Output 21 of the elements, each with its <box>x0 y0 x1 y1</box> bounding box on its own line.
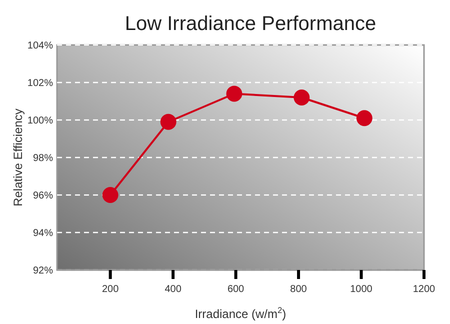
y-axis-title: Relative Efficiency <box>11 108 25 206</box>
y-tick-label: 102% <box>27 78 54 89</box>
point <box>294 90 310 106</box>
x-tick-label: 200 <box>102 284 120 295</box>
y-tick-label: 104% <box>27 40 54 52</box>
y-tick-label: 100% <box>27 116 54 126</box>
point <box>102 187 118 203</box>
point <box>226 86 242 102</box>
point <box>356 110 372 126</box>
x-axis-title: Irradiance (w/m$^{2}$) <box>194 305 286 321</box>
chart-title: Low Irradiance Performance <box>124 13 376 35</box>
x-tick-label: 400 <box>164 284 182 295</box>
x-tick-label: 1200 <box>412 284 436 295</box>
x-tick-label: 1000 <box>350 284 373 295</box>
y-tick-label: 96% <box>32 190 54 202</box>
y-tick-label: 92% <box>32 266 54 276</box>
point <box>160 114 176 130</box>
x-tick-label: 600 <box>227 284 245 295</box>
y-tick-label: 94% <box>32 228 54 239</box>
x-tick-label: 800 <box>290 284 308 295</box>
y-tick-label: 98% <box>32 153 54 164</box>
